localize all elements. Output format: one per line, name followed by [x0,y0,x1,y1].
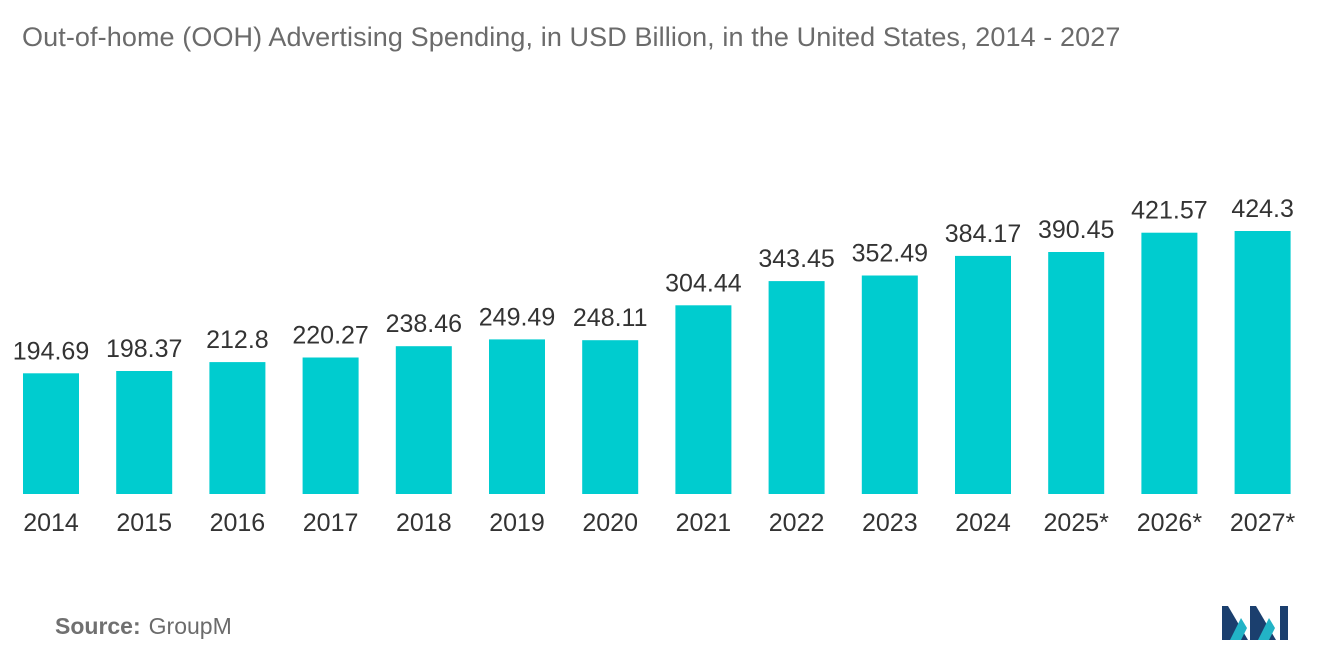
x-tick-label-2023: 2023 [862,509,918,537]
x-axis-tick-labels: 2014 2015 2016 2017 2018 2019 2020 2021 2022 2023… [23,509,1295,537]
bars-layer [23,231,1291,494]
value-labels-layer: 194.69 198.37 212.8 220.27 238.46 249.49 248.1… [13,195,1294,365]
mordor-logo-icon [1222,606,1288,640]
source-label: Source: [55,613,141,639]
bar-2014 [23,373,79,494]
value-label-2021: 304.44 [665,269,742,297]
value-label-2018: 238.46 [386,310,462,338]
x-tick-label-2025-forecast: 2025* [1044,509,1110,537]
bar-2019 [489,339,545,494]
x-tick-label-2019: 2019 [489,509,545,537]
bar-2018 [395,346,452,494]
bar-2027-forecast [1234,231,1291,494]
source-value: GroupM [148,613,232,639]
x-tick-label-2016: 2016 [210,509,266,537]
bar-2021 [675,305,732,494]
x-tick-label-2022: 2022 [769,509,825,537]
x-tick-label-2026-forecast: 2026* [1137,509,1203,537]
x-tick-label-2021: 2021 [676,509,732,537]
chart-title: Out-of-home (OOH) Advertising Spending, … [22,22,1121,52]
x-tick-label-2018: 2018 [396,509,452,537]
value-label-2022: 343.45 [758,245,834,273]
value-label-2023: 352.49 [852,240,928,268]
bar-2025-forecast [1048,252,1105,494]
x-tick-label-2027-forecast: 2027* [1230,509,1296,537]
x-tick-label-2017: 2017 [303,509,359,537]
bar-2015 [116,371,173,494]
bar-2023 [861,275,918,494]
x-tick-label-2020: 2020 [582,509,638,537]
value-label-2026-forecast: 421.57 [1131,197,1207,225]
bar-2020 [582,340,639,494]
value-label-2020: 248.11 [573,304,648,332]
x-tick-label-2014: 2014 [23,509,79,537]
bar-2022 [768,281,825,494]
bar-2024 [955,255,1011,494]
value-label-2024: 384.17 [945,220,1021,248]
value-label-2016: 212.8 [206,326,269,354]
bar-2017 [302,357,359,494]
value-label-2015: 198.37 [106,335,182,363]
value-label-2019: 249.49 [479,303,555,331]
value-label-2017: 220.27 [292,322,368,350]
value-label-2027-forecast: 424.3 [1231,195,1294,223]
value-label-2025-forecast: 390.45 [1038,216,1114,244]
bar-2016 [209,362,266,494]
bar-2026-forecast [1141,232,1198,494]
value-label-2014: 194.69 [13,337,89,365]
source-note: Source: GroupM [55,613,232,640]
x-tick-label-2015: 2015 [116,509,172,537]
x-tick-label-2024: 2024 [955,509,1011,537]
